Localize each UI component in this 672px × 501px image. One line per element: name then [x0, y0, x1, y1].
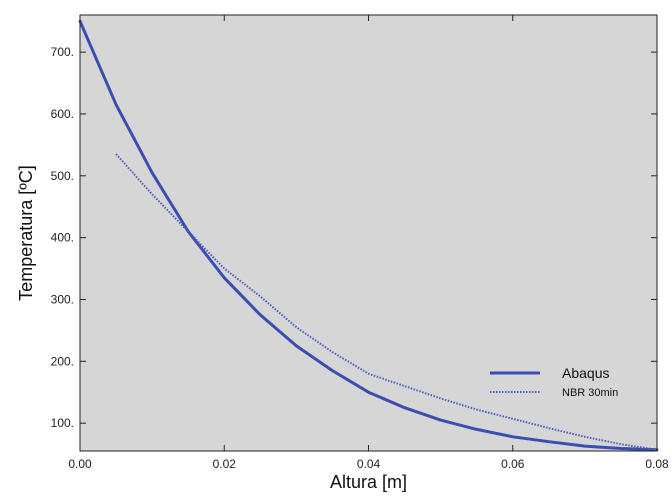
x-axis-title: Altura [m]: [330, 472, 407, 492]
y-tick-label: 100.: [51, 416, 74, 430]
y-tick-label: 200.: [51, 354, 74, 368]
x-tick-label: 0.02: [213, 457, 237, 471]
series-line-nbr-30min: [115, 153, 658, 451]
series-line-abaqus: [78, 19, 659, 452]
y-tick-label: 600.: [51, 107, 74, 121]
ticks-layer: 0.00 0.02 0.04 0.06 0.08 100. 200. 300. 400. 500.…: [51, 15, 669, 471]
y-tick-label: 500.: [51, 169, 74, 183]
y-tick-label: 700.: [51, 45, 74, 59]
y-tick-label: 300.: [51, 292, 74, 306]
x-tick-label: 0.00: [68, 457, 92, 471]
x-tick-label: 0.04: [357, 457, 381, 471]
y-axis-title: Temperatura [ºC]: [16, 165, 36, 301]
plot-area: [80, 15, 657, 451]
legend: Abaqus NBR 30min: [490, 365, 618, 399]
x-tick-label: 0.08: [645, 457, 669, 471]
legend-label-abaqus: Abaqus: [562, 365, 609, 381]
series-layer: [78, 19, 659, 452]
plot-frame: [79, 14, 658, 452]
legend-label-nbr-30min: NBR 30min: [562, 387, 618, 399]
x-tick-label: 0.06: [501, 457, 525, 471]
y-tick-label: 400.: [51, 231, 74, 245]
